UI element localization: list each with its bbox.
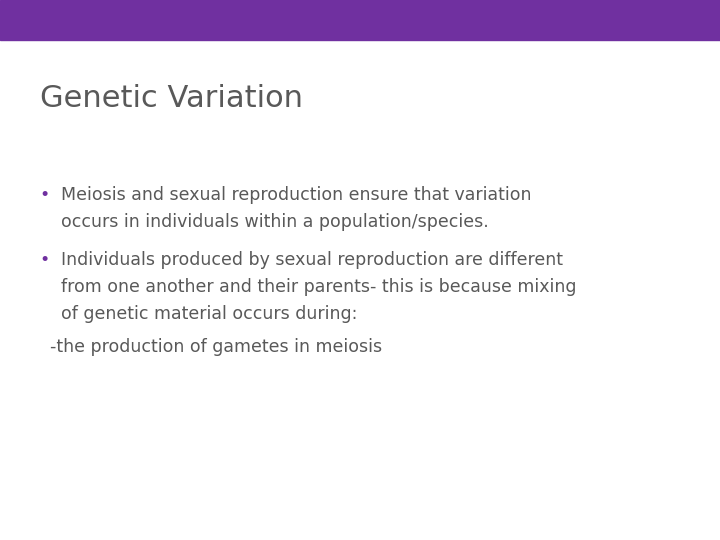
Text: -the production of gametes in meiosis: -the production of gametes in meiosis — [50, 338, 382, 355]
Text: from one another and their parents- this is because mixing: from one another and their parents- this… — [61, 278, 577, 296]
Text: Genetic Variation: Genetic Variation — [40, 84, 302, 113]
Text: •: • — [40, 251, 50, 269]
Text: of genetic material occurs during:: of genetic material occurs during: — [61, 305, 358, 323]
Text: •: • — [40, 186, 50, 204]
Text: Individuals produced by sexual reproduction are different: Individuals produced by sexual reproduct… — [61, 251, 563, 269]
Text: occurs in individuals within a population/species.: occurs in individuals within a populatio… — [61, 213, 489, 231]
Text: Meiosis and sexual reproduction ensure that variation: Meiosis and sexual reproduction ensure t… — [61, 186, 531, 204]
